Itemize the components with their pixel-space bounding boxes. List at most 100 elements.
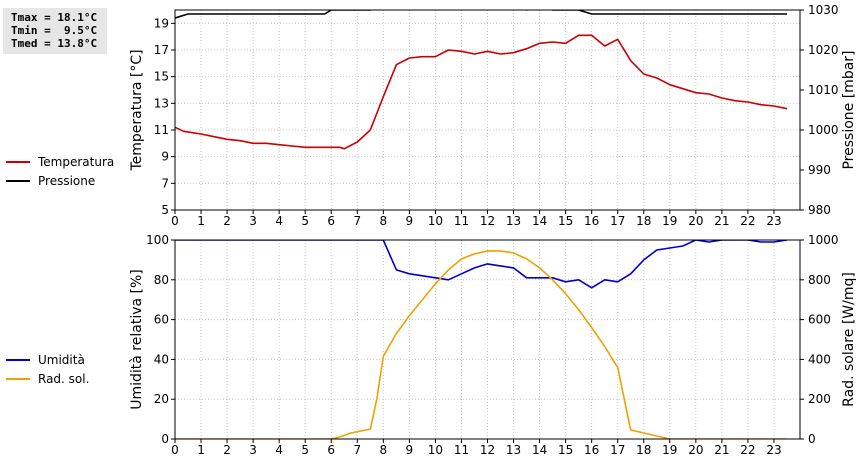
chart2-ytick-left-label: 40 — [154, 352, 169, 366]
legend-item-umidita: Umidità — [6, 350, 89, 369]
chart1-xtick-label: 17 — [610, 214, 625, 228]
chart2-xtick-label: 20 — [688, 443, 703, 457]
chart2-ytick-right-label: 600 — [808, 313, 831, 327]
chart2-xtick-label: 4 — [275, 443, 283, 457]
chart1-ytick-right-label: 1030 — [808, 3, 839, 17]
chart1-ytick-left-label: 13 — [154, 96, 169, 110]
chart2-xtick-label: 8 — [380, 443, 388, 457]
chart2-xtick-label: 16 — [584, 443, 599, 457]
chart2-xtick-label: 18 — [636, 443, 651, 457]
chart1-xtick-label: 13 — [506, 214, 521, 228]
chart2-xtick-label: 3 — [249, 443, 257, 457]
chart1-xtick-label: 6 — [327, 214, 335, 228]
chart1-ytick-left-label: 17 — [154, 43, 169, 57]
chart1-xtick-label: 9 — [406, 214, 414, 228]
chart1-xtick-label: 4 — [275, 214, 283, 228]
legend-top: Temperatura Pressione — [6, 152, 114, 190]
chart1-ytick-right-label: 980 — [808, 203, 831, 217]
chart1-ytick-left-label: 11 — [154, 123, 169, 137]
chart2-ylabel-right: Rad. solare [W/mq] — [841, 272, 857, 407]
legend-swatch-rad-sol — [6, 377, 30, 380]
chart2-ytick-right-label: 200 — [808, 392, 831, 406]
chart2-xtick-label: 23 — [766, 443, 781, 457]
legend-label-pressione: Pressione — [38, 173, 96, 188]
chart2-xtick-label: 13 — [506, 443, 521, 457]
chart1-series-temperatura — [175, 34, 788, 150]
chart1-ytick-right-label: 1020 — [808, 43, 839, 57]
legend-label-temperatura: Temperatura — [38, 154, 115, 169]
chart2-xtick-label: 11 — [454, 443, 469, 457]
tmed-text: Tmed = 13.8°C — [11, 37, 98, 50]
stats-box: Tmax = 18.1°C Tmin = 9.5°C Tmed = 13.8°C — [3, 8, 107, 54]
chart1-ytick-left-label: 9 — [161, 150, 169, 164]
legend-label-umidita: Umidità — [38, 352, 85, 367]
chart2-xtick-label: 17 — [610, 443, 625, 457]
chart1-xtick-label: 18 — [636, 214, 651, 228]
chart1-xtick-label: 3 — [249, 214, 257, 228]
chart1-xtick-label: 0 — [171, 214, 179, 228]
chart1-xtick-label: 8 — [380, 214, 388, 228]
legend-label-rad-sol: Rad. sol. — [38, 371, 90, 386]
chart2-ytick-left-label: 80 — [154, 273, 169, 287]
legend-swatch-umidita — [6, 358, 30, 361]
chart2-xtick-label: 15 — [558, 443, 573, 457]
chart1-series-pressione — [175, 10, 787, 19]
chart1-xtick-label: 5 — [301, 214, 309, 228]
chart1-frame — [174, 9, 801, 211]
legend-bottom: Umidità Rad. sol. — [6, 350, 89, 388]
chart2-series-umidit — [175, 240, 788, 289]
chart2-ytick-right-label: 400 — [808, 352, 831, 366]
chart1-ytick-left-label: 19 — [154, 16, 169, 30]
chart1-ytick-right-label: 990 — [808, 163, 831, 177]
chart2-xtick-label: 7 — [353, 443, 361, 457]
chart2-xtick-label: 9 — [406, 443, 414, 457]
chart1-ytick-right-label: 1000 — [808, 123, 839, 137]
chart1-xtick-label: 22 — [740, 214, 755, 228]
chart1-xtick-label: 12 — [480, 214, 495, 228]
chart2-xtick-label: 21 — [714, 443, 729, 457]
chart2-ylabel-left: Umidità relativa [%] — [129, 269, 145, 410]
chart2-xtick-label: 12 — [480, 443, 495, 457]
chart2-xtick-label: 5 — [301, 443, 309, 457]
chart2-ytick-left-label: 20 — [154, 392, 169, 406]
legend-item-pressione: Pressione — [6, 171, 114, 190]
chart1-xtick-label: 21 — [714, 214, 729, 228]
legend-swatch-temperatura — [6, 160, 30, 163]
chart2-xtick-label: 19 — [662, 443, 677, 457]
chart1-ylabel-left: Temperatura [°C] — [129, 49, 145, 171]
chart1-xtick-label: 14 — [532, 214, 547, 228]
chart1-xtick-label: 2 — [223, 214, 231, 228]
chart1-xtick-label: 23 — [766, 214, 781, 228]
chart2-ytick-right-label: 800 — [808, 273, 831, 287]
chart1-xtick-label: 16 — [584, 214, 599, 228]
chart1-xtick-label: 7 — [353, 214, 361, 228]
chart1-ytick-left-label: 7 — [161, 176, 169, 190]
chart1-ytick-left-label: 5 — [161, 203, 169, 217]
chart1-xtick-label: 19 — [662, 214, 677, 228]
chart2-ytick-left-label: 60 — [154, 313, 169, 327]
chart1-xtick-label: 11 — [454, 214, 469, 228]
chart1-xtick-label: 20 — [688, 214, 703, 228]
chart1-ytick-right-label: 1010 — [808, 83, 839, 97]
chart2-ytick-left-label: 100 — [146, 233, 169, 247]
chart2-xtick-label: 2 — [223, 443, 231, 457]
chart2-xtick-label: 0 — [171, 443, 179, 457]
tmax-text: Tmax = 18.1°C — [11, 11, 98, 24]
chart2-xtick-label: 10 — [428, 443, 443, 457]
chart1-xtick-label: 1 — [197, 214, 205, 228]
legend-item-temperatura: Temperatura — [6, 152, 114, 171]
chart2-ytick-right-label: 0 — [808, 432, 816, 446]
chart2-ytick-left-label: 0 — [161, 432, 169, 446]
tmin-text: Tmin = 9.5°C — [11, 24, 98, 37]
legend-item-rad-sol: Rad. sol. — [6, 369, 89, 388]
chart2-xtick-label: 6 — [327, 443, 335, 457]
chart1-ytick-left-label: 15 — [154, 70, 169, 84]
chart2-xtick-label: 1 — [197, 443, 205, 457]
chart1-ylabel-right: Pressione [mbar] — [841, 50, 857, 169]
chart1-xtick-label: 10 — [428, 214, 443, 228]
chart2-xtick-label: 14 — [532, 443, 547, 457]
chart2-ytick-right-label: 1000 — [808, 233, 839, 247]
chart2-xtick-label: 22 — [740, 443, 755, 457]
chart1-xtick-label: 15 — [558, 214, 573, 228]
